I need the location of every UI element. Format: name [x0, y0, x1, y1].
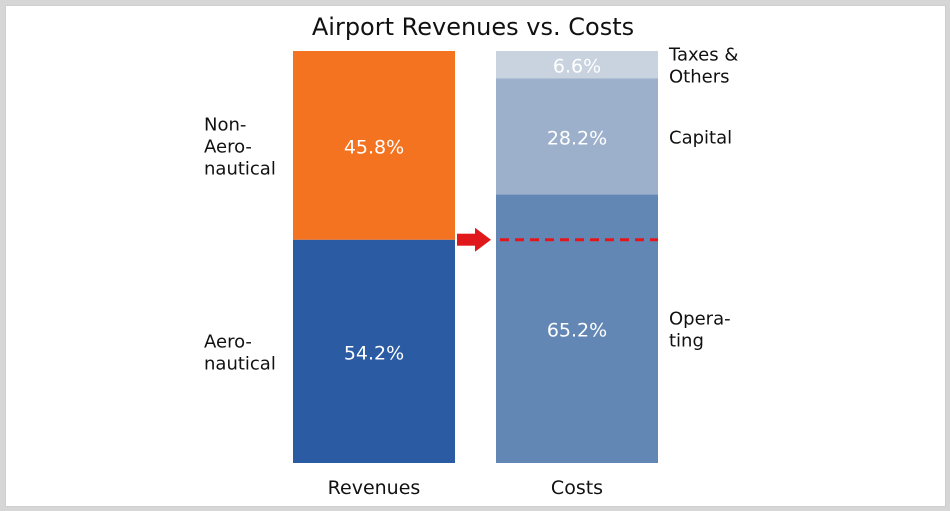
arrow-icon	[457, 227, 491, 252]
overlay-layer	[457, 227, 658, 252]
revenues-category-label: Revenues	[328, 477, 421, 499]
chart-svg: Airport Revenues vs. Costs 54.2% Aero-nau…	[204, 13, 738, 499]
revenues-segment-name-1: Aero-nautical	[204, 331, 276, 374]
costs-value-label-1: 65.2%	[547, 320, 607, 342]
bars-layer	[293, 51, 658, 463]
chart-frame: Airport Revenues vs. Costs 54.2% Aero-nau…	[5, 5, 946, 507]
costs-segment-name-2: Capital	[669, 127, 732, 148]
costs-bar-segment-3	[496, 51, 658, 79]
revenues-value-label-1: 54.2%	[344, 342, 404, 364]
revenues-bar-segment-2	[293, 51, 455, 240]
revenues-segment-name-2: Non-Aero-nautical	[204, 114, 276, 179]
costs-value-label-2: 28.2%	[547, 127, 607, 149]
chart-title: Airport Revenues vs. Costs	[312, 13, 634, 41]
revenues-value-label-2: 45.8%	[344, 136, 404, 158]
costs-segment-name-3: Taxes & Others	[668, 45, 738, 88]
costs-segment-name-1: Opera-ting	[669, 309, 731, 352]
revenues-bar-segment-1	[293, 239, 455, 463]
costs-bar-segment-2	[496, 78, 658, 195]
costs-value-label-3: 6.6%	[553, 56, 601, 78]
labels-layer: 54.2% Aero-nautical 45.8% Non-Aero-nautical…	[204, 45, 738, 499]
costs-category-label: Costs	[551, 477, 603, 499]
